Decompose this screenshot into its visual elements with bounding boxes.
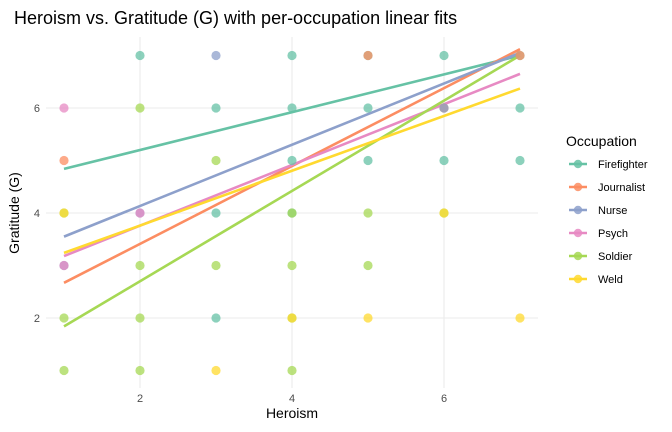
legend-label: Weld: [598, 274, 623, 286]
data-point-soldier: [135, 365, 145, 376]
data-point-soldier: [135, 103, 145, 113]
data-point-soldier: [135, 260, 145, 271]
data-point-firefighter: [287, 103, 297, 113]
data-point-journalist: [363, 50, 373, 61]
data-point-firefighter: [287, 155, 297, 166]
x-tick-label: 4: [289, 393, 295, 405]
legend-item-firefighter: Firefighter: [569, 159, 648, 171]
y-tick-label: 4: [34, 208, 40, 220]
data-point-psych: [59, 260, 69, 271]
data-point-firefighter: [287, 50, 297, 61]
data-point-firefighter: [135, 50, 145, 61]
x-axis-ticks: 2 4 6: [137, 393, 447, 405]
x-tick-label: 6: [441, 393, 447, 405]
data-point-journalist: [59, 155, 69, 166]
data-point-soldier: [59, 313, 69, 323]
legend-item-soldier: Soldier: [569, 251, 633, 263]
data-points: [59, 50, 525, 376]
data-point-soldier: [211, 155, 221, 166]
chart-title: Heroism vs. Gratitude (G) with per-occup…: [14, 8, 457, 28]
data-point-nurse: [211, 50, 221, 61]
data-point-firefighter: [211, 313, 221, 323]
data-point-firefighter: [515, 155, 525, 166]
legend-label: Nurse: [598, 205, 627, 217]
data-point-soldier: [287, 208, 297, 218]
legend-label: Soldier: [598, 251, 633, 263]
fit-line-nurse: [63, 51, 521, 238]
legend-key-point: [573, 274, 583, 284]
data-point-firefighter: [515, 103, 525, 113]
data-point-journalist: [515, 50, 525, 61]
data-point-firefighter: [363, 103, 373, 113]
legend-title: Occupation: [566, 133, 637, 149]
data-point-weld: [287, 313, 297, 323]
data-point-weld: [439, 208, 449, 218]
data-point-soldier: [363, 260, 373, 271]
x-axis-title: Heroism: [266, 405, 318, 421]
legend-key-point: [573, 159, 583, 169]
fit-line-soldier: [63, 54, 521, 328]
data-point-weld: [515, 313, 525, 323]
data-point-psych: [59, 103, 69, 113]
data-point-weld: [59, 208, 69, 218]
legend-label: Firefighter: [598, 159, 648, 171]
legend-item-journalist: Journalist: [569, 182, 645, 194]
data-point-psych: [135, 208, 145, 218]
data-point-firefighter: [211, 103, 221, 113]
data-point-soldier: [363, 208, 373, 218]
data-point-soldier: [135, 313, 145, 323]
legend-key-point: [573, 251, 583, 261]
data-point-firefighter: [439, 50, 449, 61]
legend-item-nurse: Nurse: [569, 205, 627, 217]
legend-item-psych: Psych: [569, 228, 628, 240]
legend-key-point: [573, 228, 583, 238]
data-point-weld: [211, 365, 221, 376]
legend-item-weld: Weld: [569, 274, 623, 286]
legend-key-point: [573, 205, 583, 215]
y-tick-label: 6: [34, 103, 40, 115]
data-point-soldier: [211, 260, 221, 271]
data-point-nurse: [439, 103, 449, 113]
y-tick-label: 2: [34, 313, 40, 325]
data-point-soldier: [59, 365, 69, 376]
x-tick-label: 2: [137, 393, 143, 405]
data-point-firefighter: [363, 155, 373, 166]
legend-label: Psych: [598, 228, 628, 240]
legend-label: Journalist: [598, 182, 645, 194]
data-point-soldier: [287, 260, 297, 271]
data-point-firefighter: [439, 155, 449, 166]
y-axis-title: Gratitude (G): [6, 172, 22, 254]
data-point-soldier: [287, 365, 297, 376]
data-point-weld: [363, 313, 373, 323]
y-axis-ticks: 2 4 6: [34, 103, 40, 325]
fit-line-weld: [63, 87, 521, 255]
data-point-firefighter: [211, 208, 221, 218]
legend: Occupation Firefighter Journalist Nurse Psy…: [566, 133, 648, 286]
legend-key-point: [573, 182, 583, 192]
